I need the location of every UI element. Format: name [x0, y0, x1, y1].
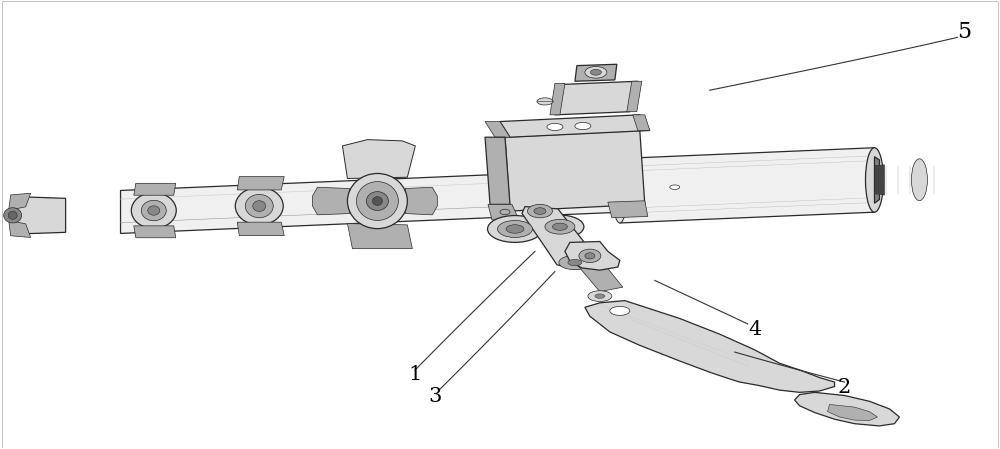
Text: 3: 3	[428, 387, 442, 406]
Circle shape	[568, 260, 582, 266]
Polygon shape	[522, 207, 593, 269]
Polygon shape	[134, 183, 176, 195]
Text: 2: 2	[838, 379, 851, 397]
Polygon shape	[828, 405, 877, 421]
Polygon shape	[575, 64, 617, 81]
Polygon shape	[16, 197, 66, 234]
Ellipse shape	[536, 215, 584, 238]
Polygon shape	[485, 122, 510, 137]
Ellipse shape	[552, 223, 567, 230]
Ellipse shape	[670, 185, 680, 189]
Ellipse shape	[579, 249, 601, 263]
Polygon shape	[134, 226, 176, 238]
Ellipse shape	[4, 208, 22, 223]
Ellipse shape	[141, 200, 166, 221]
Polygon shape	[237, 176, 284, 190]
Polygon shape	[620, 148, 874, 223]
Text: 5: 5	[957, 21, 971, 43]
Ellipse shape	[347, 173, 407, 229]
Polygon shape	[488, 204, 518, 220]
Polygon shape	[485, 137, 510, 204]
Circle shape	[547, 123, 563, 131]
Polygon shape	[500, 115, 650, 137]
Circle shape	[575, 123, 591, 130]
Polygon shape	[121, 158, 879, 233]
Circle shape	[610, 306, 630, 315]
Ellipse shape	[235, 187, 283, 225]
Polygon shape	[608, 201, 648, 218]
Ellipse shape	[911, 159, 927, 201]
Polygon shape	[627, 81, 642, 112]
Polygon shape	[342, 140, 415, 179]
Ellipse shape	[506, 224, 524, 233]
Polygon shape	[9, 193, 31, 210]
Ellipse shape	[865, 148, 883, 212]
Ellipse shape	[245, 194, 273, 218]
Ellipse shape	[585, 66, 607, 78]
Ellipse shape	[253, 201, 266, 211]
Circle shape	[595, 294, 605, 298]
Polygon shape	[405, 187, 437, 215]
Ellipse shape	[545, 220, 575, 234]
Ellipse shape	[585, 253, 595, 259]
Text: 1: 1	[408, 365, 422, 384]
Polygon shape	[347, 224, 412, 249]
Ellipse shape	[131, 193, 176, 229]
Ellipse shape	[372, 197, 382, 206]
Ellipse shape	[148, 206, 160, 215]
Ellipse shape	[500, 209, 510, 215]
Ellipse shape	[366, 192, 388, 211]
Polygon shape	[555, 81, 638, 115]
Ellipse shape	[8, 211, 17, 220]
Circle shape	[559, 255, 591, 270]
Ellipse shape	[488, 216, 542, 242]
Circle shape	[537, 98, 553, 105]
Ellipse shape	[590, 70, 601, 75]
Polygon shape	[874, 157, 879, 203]
Polygon shape	[578, 265, 623, 292]
Polygon shape	[874, 165, 884, 195]
Polygon shape	[505, 131, 645, 211]
Circle shape	[588, 291, 612, 301]
Polygon shape	[9, 220, 31, 238]
Ellipse shape	[527, 204, 552, 218]
Ellipse shape	[356, 181, 398, 220]
Ellipse shape	[534, 208, 546, 215]
Polygon shape	[795, 392, 899, 426]
Polygon shape	[237, 222, 284, 236]
Polygon shape	[312, 187, 349, 215]
Ellipse shape	[612, 158, 627, 223]
Ellipse shape	[498, 220, 532, 238]
Polygon shape	[633, 115, 650, 131]
Polygon shape	[585, 300, 835, 392]
Polygon shape	[565, 242, 620, 270]
Polygon shape	[550, 84, 565, 115]
Text: 4: 4	[748, 320, 761, 339]
